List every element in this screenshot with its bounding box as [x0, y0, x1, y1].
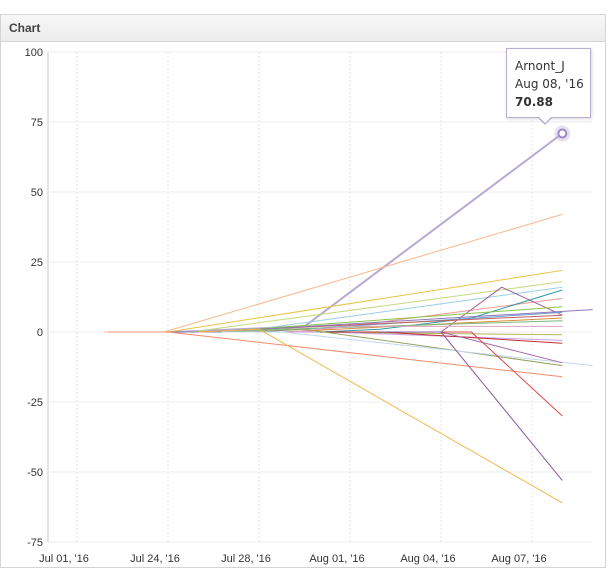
series-line[interactable] [320, 289, 563, 333]
series-line[interactable] [320, 331, 563, 344]
y-tick-label: -75 [27, 537, 43, 549]
y-tick-label: 100 [25, 47, 43, 59]
series-line[interactable] [381, 331, 563, 481]
series-line[interactable] [153, 309, 593, 333]
series-line[interactable] [104, 213, 563, 333]
series-line[interactable] [108, 331, 563, 378]
y-axis: 100 75 50 25 0 -25 -50 -75 [25, 47, 43, 549]
y-tick-label: 0 [37, 327, 43, 339]
chart-markers [554, 125, 571, 142]
x-tick-label: Jul 24, '16 [130, 553, 180, 565]
y-tick-label: 25 [31, 257, 43, 269]
series-line[interactable] [174, 132, 563, 333]
x-tick-label: Aug 07, '16 [491, 553, 546, 565]
y-tick-label: 75 [31, 117, 43, 129]
x-tick-label: Jul 01, '16 [39, 553, 89, 565]
tooltip-date: Aug 08, '16 [515, 77, 584, 91]
chart-grid [47, 51, 592, 543]
panel-title: Chart [1, 15, 605, 42]
series-line[interactable] [221, 320, 563, 333]
chart-tooltip: Arnont_J Aug 08, '16 70.88 [506, 48, 591, 118]
x-tick-label: Jul 28, '16 [221, 553, 271, 565]
tooltip-series: Arnont_J [515, 59, 565, 73]
hover-point[interactable] [557, 128, 568, 139]
series-line[interactable] [221, 331, 593, 367]
series-line[interactable] [381, 331, 563, 364]
tooltip-pointer [537, 116, 553, 125]
x-tick-label: Aug 01, '16 [309, 553, 364, 565]
tooltip-value: 70.88 [515, 95, 553, 109]
y-tick-label: -25 [27, 397, 43, 409]
chart-series [104, 132, 593, 504]
x-axis: Jul 01, '16 Jul 24, '16 Jul 28, '16 Aug 01,… [39, 553, 547, 565]
series-line[interactable] [198, 328, 563, 504]
y-tick-label: -50 [27, 467, 43, 479]
y-tick-label: 50 [31, 187, 43, 199]
x-tick-label: Aug 04, '16 [400, 553, 455, 565]
